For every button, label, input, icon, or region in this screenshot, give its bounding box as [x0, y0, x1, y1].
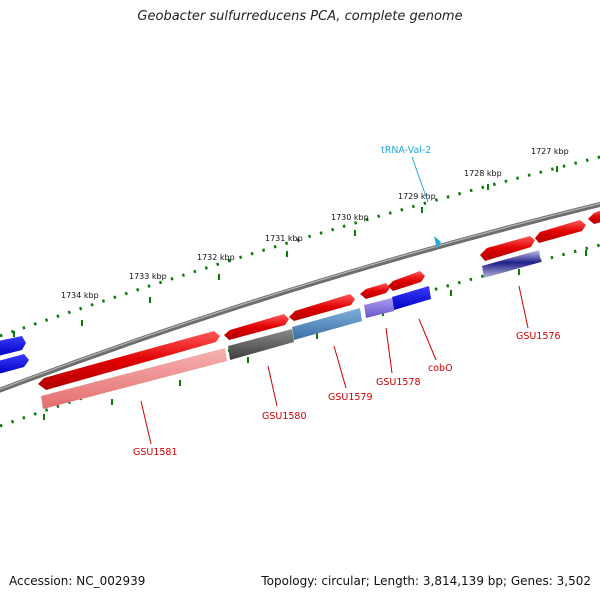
ruler-label: 1729 kbp — [398, 192, 436, 201]
outer-ruler-major-ticks — [13, 166, 558, 337]
trna-label-line — [411, 156, 429, 203]
gene-arrow-gsu1579[interactable] — [289, 294, 355, 321]
gene-arrow-edge[interactable] — [588, 210, 600, 224]
gene-arrow-gsu1578[interactable] — [360, 283, 390, 299]
ruler-label: 1732 kbp — [197, 253, 235, 262]
inner-ruler-major-ticks — [43, 250, 587, 420]
genome-title: Geobacter sulfurreducens PCA, complete g… — [137, 9, 463, 24]
genome-summary-text: Topology: circular; Length: 3,814,139 bp… — [261, 574, 591, 588]
ruler-label: 1728 kbp — [464, 169, 502, 178]
trna-label: tRNA-Val-2 — [381, 145, 431, 156]
cds-box-gsu1581[interactable] — [41, 348, 227, 409]
cds-box-gsu1579[interactable] — [292, 308, 362, 340]
ruler-label: 1733 kbp — [129, 272, 167, 281]
trna-marker-icon[interactable] — [434, 236, 441, 249]
genome-backbone-highlight — [0, 202, 600, 390]
cds-box-gsu1578[interactable] — [364, 298, 394, 318]
accession-text: Accession: NC_002939 — [9, 574, 146, 588]
gene-label-gsu1580: GSU1580 — [262, 411, 307, 422]
cds-box-gsu1576[interactable] — [482, 250, 541, 278]
gene-arrow-gsu1581[interactable] — [38, 331, 220, 390]
gene-arrow-left-blue-2[interactable] — [0, 354, 29, 374]
gene-arrow-cobo[interactable] — [388, 271, 425, 291]
ruler-label: 1727 kbp — [531, 147, 569, 156]
gene-arrow-gsu1580[interactable] — [224, 314, 289, 340]
gene-label-gsu1581: GSU1581 — [133, 447, 178, 458]
ruler-label: 1730 kbp — [331, 213, 369, 222]
cds-box-cobo[interactable] — [392, 286, 431, 310]
gene-arrow-gsu1576[interactable] — [480, 236, 535, 261]
ruler-label: 1731 kbp — [265, 234, 303, 243]
gene-label-gsu1576: GSU1576 — [516, 331, 561, 342]
gene-arrow-next[interactable] — [535, 220, 586, 243]
gene-label-lines — [140, 285, 529, 445]
cds-box-gsu1580[interactable] — [228, 329, 294, 360]
genome-backbone — [0, 201, 600, 393]
gene-label-gsu1578: GSU1578 — [376, 377, 421, 388]
ruler-label: 1734 kbp — [61, 291, 99, 300]
gene-label-cobo: cobO — [428, 363, 453, 374]
gene-label-gsu1579: GSU1579 — [328, 392, 373, 403]
gene-arrow-left-blue-1[interactable] — [0, 336, 26, 356]
